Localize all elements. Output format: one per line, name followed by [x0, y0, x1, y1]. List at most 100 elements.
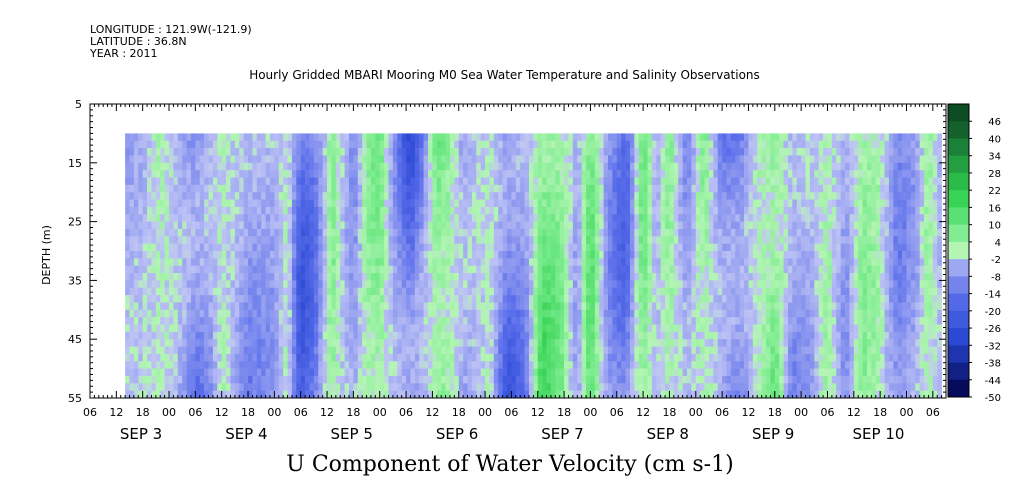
- heatmap-cell: [537, 375, 543, 384]
- heatmap-cell: [454, 309, 460, 318]
- heatmap-cell: [410, 368, 416, 377]
- heatmap-cell: [713, 133, 719, 142]
- heatmap-cell: [625, 287, 631, 296]
- heatmap-cell: [436, 339, 442, 347]
- heatmap-cell: [449, 361, 455, 369]
- heatmap-cell: [476, 258, 481, 266]
- heatmap-cell: [164, 353, 170, 362]
- heatmap-cell: [616, 331, 622, 340]
- heatmap-cell: [603, 214, 609, 222]
- heatmap-cell: [687, 206, 692, 215]
- heatmap-cell: [129, 287, 135, 296]
- heatmap-cell: [463, 295, 468, 303]
- heatmap-cell: [379, 140, 385, 149]
- heatmap-cell: [195, 265, 201, 274]
- heatmap-cell: [261, 199, 266, 208]
- heatmap-cell: [726, 155, 732, 164]
- heatmap-cell: [265, 273, 271, 281]
- heatmap-cell: [476, 243, 481, 252]
- heatmap-cell: [572, 133, 578, 142]
- heatmap-cell: [195, 295, 201, 303]
- heatmap-cell: [186, 228, 192, 237]
- heatmap-cell: [313, 184, 319, 193]
- heatmap-cell: [226, 148, 231, 156]
- heatmap-cell: [230, 148, 236, 156]
- heatmap-cell: [489, 295, 495, 303]
- heatmap-cell: [155, 140, 161, 149]
- heatmap-cell: [384, 228, 389, 237]
- heatmap-cell: [151, 280, 157, 289]
- heatmap-cell: [353, 287, 359, 296]
- heatmap-cell: [265, 339, 271, 347]
- heatmap-cell: [186, 184, 192, 193]
- heatmap-cell: [327, 192, 332, 200]
- heatmap-cell: [283, 258, 288, 266]
- heatmap-cell: [550, 339, 556, 347]
- heatmap-cell: [678, 162, 683, 171]
- heatmap-cell: [607, 243, 613, 252]
- heatmap-cell: [230, 221, 236, 230]
- heatmap-cell: [713, 155, 719, 164]
- heatmap-cell: [296, 236, 302, 244]
- heatmap-cell: [169, 265, 174, 274]
- heatmap-cell: [309, 162, 315, 171]
- heatmap-cell: [651, 324, 657, 333]
- heatmap-cell: [274, 361, 280, 369]
- heatmap-cell: [217, 155, 222, 164]
- heatmap-cell: [406, 368, 411, 377]
- heatmap-cell: [625, 177, 631, 186]
- heatmap-cell: [177, 162, 183, 171]
- heatmap-cell: [199, 331, 205, 340]
- heatmap-cell: [155, 214, 161, 222]
- heatmap-cell: [155, 228, 161, 237]
- heatmap-cell: [700, 390, 705, 399]
- heatmap-cell: [528, 287, 534, 296]
- heatmap-cell: [629, 148, 635, 156]
- heatmap-cell: [489, 309, 495, 318]
- heatmap-cell: [348, 383, 354, 391]
- heatmap-cell: [678, 206, 683, 215]
- heatmap-cell: [370, 228, 376, 237]
- heatmap-cell: [208, 280, 214, 289]
- heatmap-cell: [195, 148, 201, 156]
- heatmap-cell: [730, 265, 736, 274]
- heatmap-cell: [375, 236, 381, 244]
- heatmap-cell: [515, 280, 521, 289]
- heatmap-cell: [322, 177, 328, 186]
- heatmap-cell: [651, 331, 657, 340]
- heatmap-cell: [428, 280, 433, 289]
- heatmap-cell: [537, 287, 543, 296]
- heatmap-cell: [160, 184, 165, 193]
- heatmap-cell: [344, 236, 350, 244]
- heatmap-cell: [511, 280, 517, 289]
- heatmap-cell: [217, 258, 222, 266]
- heatmap-cell: [432, 192, 438, 200]
- heatmap-cell: [331, 273, 337, 281]
- heatmap-cell: [287, 331, 293, 340]
- heatmap-cell: [634, 228, 640, 237]
- heatmap-cell: [221, 324, 227, 333]
- heatmap-cell: [305, 324, 310, 333]
- heatmap-cell: [151, 236, 157, 244]
- heatmap-cell: [586, 368, 591, 377]
- heatmap-cell: [322, 295, 328, 303]
- heatmap-cell: [208, 375, 214, 384]
- heatmap-cell: [151, 295, 157, 303]
- heatmap-cell: [340, 287, 345, 296]
- heatmap-cell: [647, 383, 653, 391]
- heatmap-cell: [142, 148, 148, 156]
- heatmap-cell: [498, 331, 503, 340]
- heatmap-cell: [621, 265, 626, 274]
- heatmap-cell: [520, 331, 525, 340]
- heatmap-cell: [660, 251, 666, 259]
- heatmap-cell: [230, 192, 236, 200]
- heatmap-cell: [248, 295, 253, 303]
- heatmap-cell: [704, 331, 710, 340]
- heatmap-cell: [546, 353, 552, 362]
- heatmap-cell: [485, 390, 490, 399]
- heatmap-cell: [673, 206, 679, 215]
- heatmap-cell: [603, 280, 609, 289]
- heatmap-cell: [366, 390, 372, 399]
- heatmap-cell: [493, 368, 499, 377]
- heatmap-cell: [687, 236, 692, 244]
